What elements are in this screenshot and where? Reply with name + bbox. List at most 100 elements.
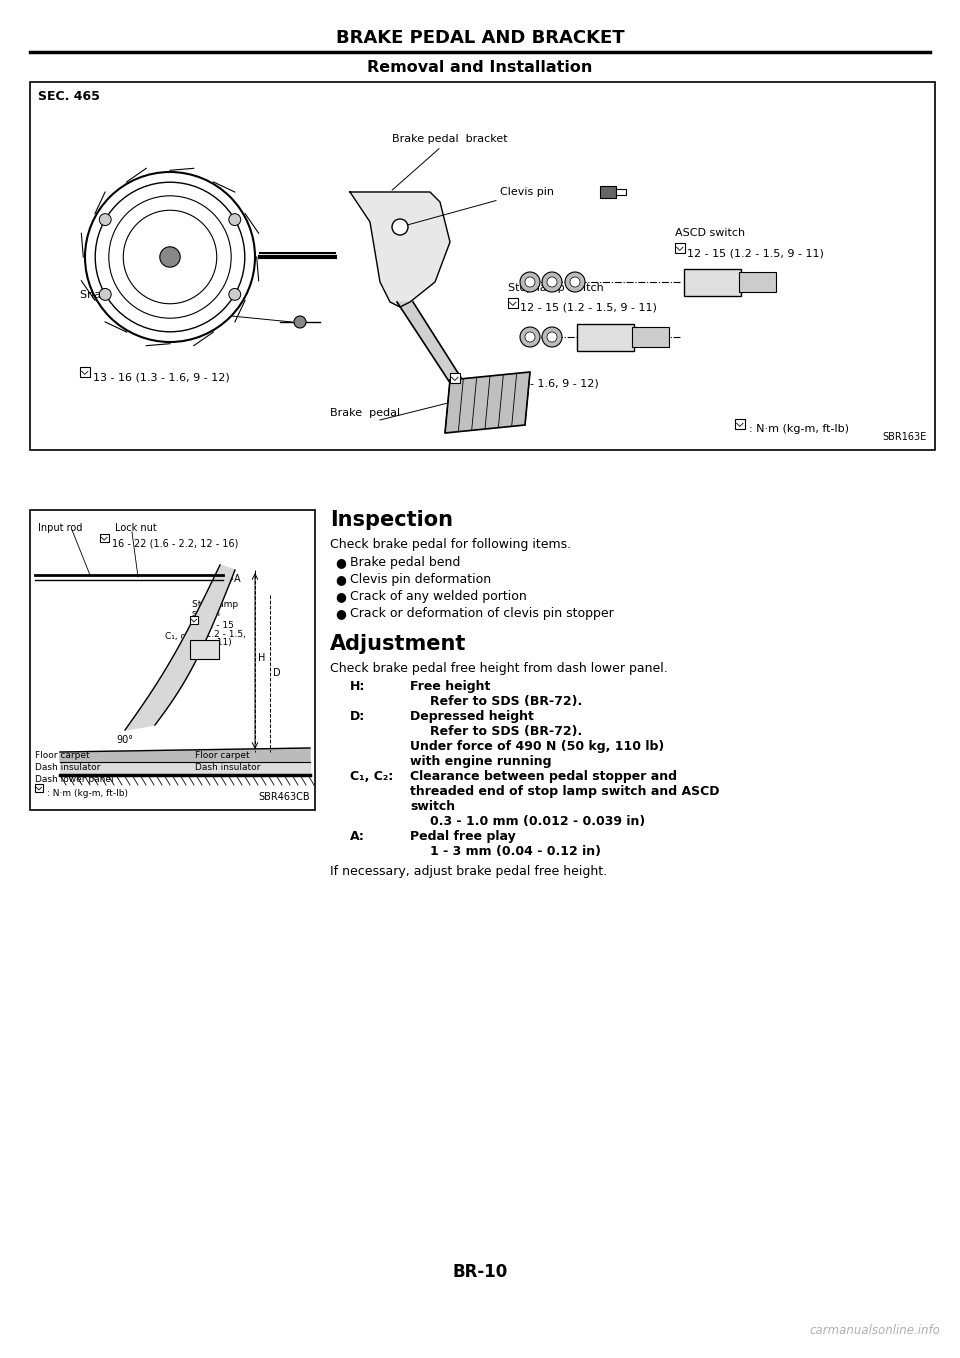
Text: threaded end of stop lamp switch and ASCD: threaded end of stop lamp switch and ASC… <box>410 785 719 799</box>
Text: Removal and Installation: Removal and Installation <box>368 61 592 76</box>
FancyBboxPatch shape <box>734 420 745 429</box>
Circle shape <box>542 272 562 292</box>
Text: Brake pedal bend: Brake pedal bend <box>350 555 461 569</box>
Text: Depressed height: Depressed height <box>410 710 534 722</box>
Circle shape <box>95 182 245 331</box>
FancyBboxPatch shape <box>80 367 90 378</box>
Text: Dash insulator: Dash insulator <box>195 763 260 773</box>
Text: Floor carpet: Floor carpet <box>35 751 89 760</box>
Text: carmanualsonline.info: carmanualsonline.info <box>809 1324 940 1336</box>
Text: Check brake pedal free height from dash lower panel.: Check brake pedal free height from dash … <box>330 661 668 675</box>
Text: A:: A: <box>350 830 365 843</box>
Text: Free height: Free height <box>410 680 491 693</box>
Text: Stop lamp switch: Stop lamp switch <box>508 282 604 293</box>
Circle shape <box>520 327 540 348</box>
FancyBboxPatch shape <box>100 534 108 542</box>
Text: 12 - 15 (1.2 - 1.5, 9 - 11): 12 - 15 (1.2 - 1.5, 9 - 11) <box>520 303 657 312</box>
Text: Check brake pedal for following items.: Check brake pedal for following items. <box>330 538 571 551</box>
Text: Clevis pin deformation: Clevis pin deformation <box>350 573 492 587</box>
Text: Refer to SDS (BR-72).: Refer to SDS (BR-72). <box>430 695 583 708</box>
FancyBboxPatch shape <box>577 325 634 350</box>
Circle shape <box>228 288 241 300</box>
Text: C₁, C₂:: C₁, C₂: <box>350 770 394 784</box>
Text: 9 - 11): 9 - 11) <box>202 638 231 648</box>
Text: ●: ● <box>335 589 346 603</box>
Circle shape <box>228 213 241 225</box>
Circle shape <box>542 327 562 348</box>
Text: Clearance between pedal stopper and: Clearance between pedal stopper and <box>410 770 677 784</box>
Circle shape <box>123 210 217 304</box>
Text: (1.2 - 1.5,: (1.2 - 1.5, <box>202 630 246 638</box>
Text: If necessary, adjust brake pedal free height.: If necessary, adjust brake pedal free he… <box>330 865 607 879</box>
Text: : N·m (kg-m, ft-lb): : N·m (kg-m, ft-lb) <box>749 424 849 435</box>
Circle shape <box>547 331 557 342</box>
Text: A: A <box>234 574 241 584</box>
Circle shape <box>294 316 306 329</box>
Text: switch: switch <box>192 608 221 618</box>
Text: : N·m (kg-m, ft-lb): : N·m (kg-m, ft-lb) <box>47 789 128 797</box>
Polygon shape <box>350 191 450 307</box>
Text: C₁, or C₂: C₁, or C₂ <box>165 633 203 641</box>
Text: SBR163E: SBR163E <box>883 432 927 441</box>
Text: ●: ● <box>335 607 346 621</box>
Polygon shape <box>125 565 235 731</box>
FancyBboxPatch shape <box>449 373 460 383</box>
Circle shape <box>159 247 180 268</box>
Polygon shape <box>60 762 310 775</box>
Text: Refer to SDS (BR-72).: Refer to SDS (BR-72). <box>430 725 583 737</box>
Text: 1 - 3 mm (0.04 - 0.12 in): 1 - 3 mm (0.04 - 0.12 in) <box>430 845 601 858</box>
Text: Stop lamp: Stop lamp <box>192 600 238 608</box>
Text: D: D <box>273 668 280 678</box>
Polygon shape <box>60 748 310 762</box>
Bar <box>30 81 935 449</box>
FancyBboxPatch shape <box>189 640 219 659</box>
Text: Under force of 490 N (50 kg, 110 lb): Under force of 490 N (50 kg, 110 lb) <box>410 740 664 752</box>
Circle shape <box>525 331 535 342</box>
FancyBboxPatch shape <box>35 784 43 792</box>
FancyBboxPatch shape <box>739 272 776 292</box>
Text: H: H <box>258 653 265 663</box>
Text: Crack of any welded portion: Crack of any welded portion <box>350 589 527 603</box>
Text: Pedal free play: Pedal free play <box>410 830 516 843</box>
Text: H:: H: <box>350 680 366 693</box>
Circle shape <box>85 172 255 342</box>
Text: ●: ● <box>335 573 346 587</box>
Text: Lock nut: Lock nut <box>115 523 156 532</box>
Circle shape <box>520 272 540 292</box>
Text: SEC. 465: SEC. 465 <box>38 90 100 103</box>
Text: BR-10: BR-10 <box>452 1263 508 1281</box>
Text: 90°: 90° <box>116 735 133 746</box>
FancyBboxPatch shape <box>684 269 741 296</box>
Bar <box>600 186 616 198</box>
Text: Floor carpet: Floor carpet <box>195 751 250 760</box>
Circle shape <box>570 277 580 287</box>
Text: Input rod: Input rod <box>38 523 83 532</box>
Text: Dash insulator: Dash insulator <box>35 763 101 773</box>
Text: ●: ● <box>335 555 346 569</box>
Circle shape <box>99 213 111 225</box>
Text: ASCD switch: ASCD switch <box>675 228 745 238</box>
Text: SBR463CB: SBR463CB <box>258 792 310 803</box>
FancyBboxPatch shape <box>189 617 199 625</box>
Bar <box>30 511 315 809</box>
Text: 0.3 - 1.0 mm (0.012 - 0.039 in): 0.3 - 1.0 mm (0.012 - 0.039 in) <box>430 815 645 828</box>
Text: with engine running: with engine running <box>410 755 551 769</box>
Text: BRAKE PEDAL AND BRACKET: BRAKE PEDAL AND BRACKET <box>336 29 624 48</box>
Text: 12 - 15 (1.2 - 1.5, 9 - 11): 12 - 15 (1.2 - 1.5, 9 - 11) <box>687 249 824 258</box>
Text: 13 - 16 (1.3 - 1.6, 9 - 12): 13 - 16 (1.3 - 1.6, 9 - 12) <box>93 372 229 382</box>
FancyBboxPatch shape <box>675 243 685 253</box>
FancyBboxPatch shape <box>508 299 518 308</box>
Circle shape <box>99 288 111 300</box>
Text: Brake pedal  bracket: Brake pedal bracket <box>392 134 508 190</box>
Polygon shape <box>445 372 530 433</box>
Text: Crack or deformation of clevis pin stopper: Crack or deformation of clevis pin stopp… <box>350 607 613 621</box>
Circle shape <box>525 277 535 287</box>
Text: 12 - 15: 12 - 15 <box>202 621 234 630</box>
Text: Clevis pin: Clevis pin <box>402 187 554 227</box>
Text: Snap  pin: Snap pin <box>80 291 132 300</box>
Text: Dash lower panel: Dash lower panel <box>35 775 113 785</box>
Circle shape <box>392 219 408 235</box>
FancyBboxPatch shape <box>632 327 669 348</box>
Text: Brake  pedal: Brake pedal <box>330 407 400 418</box>
Polygon shape <box>397 301 472 395</box>
